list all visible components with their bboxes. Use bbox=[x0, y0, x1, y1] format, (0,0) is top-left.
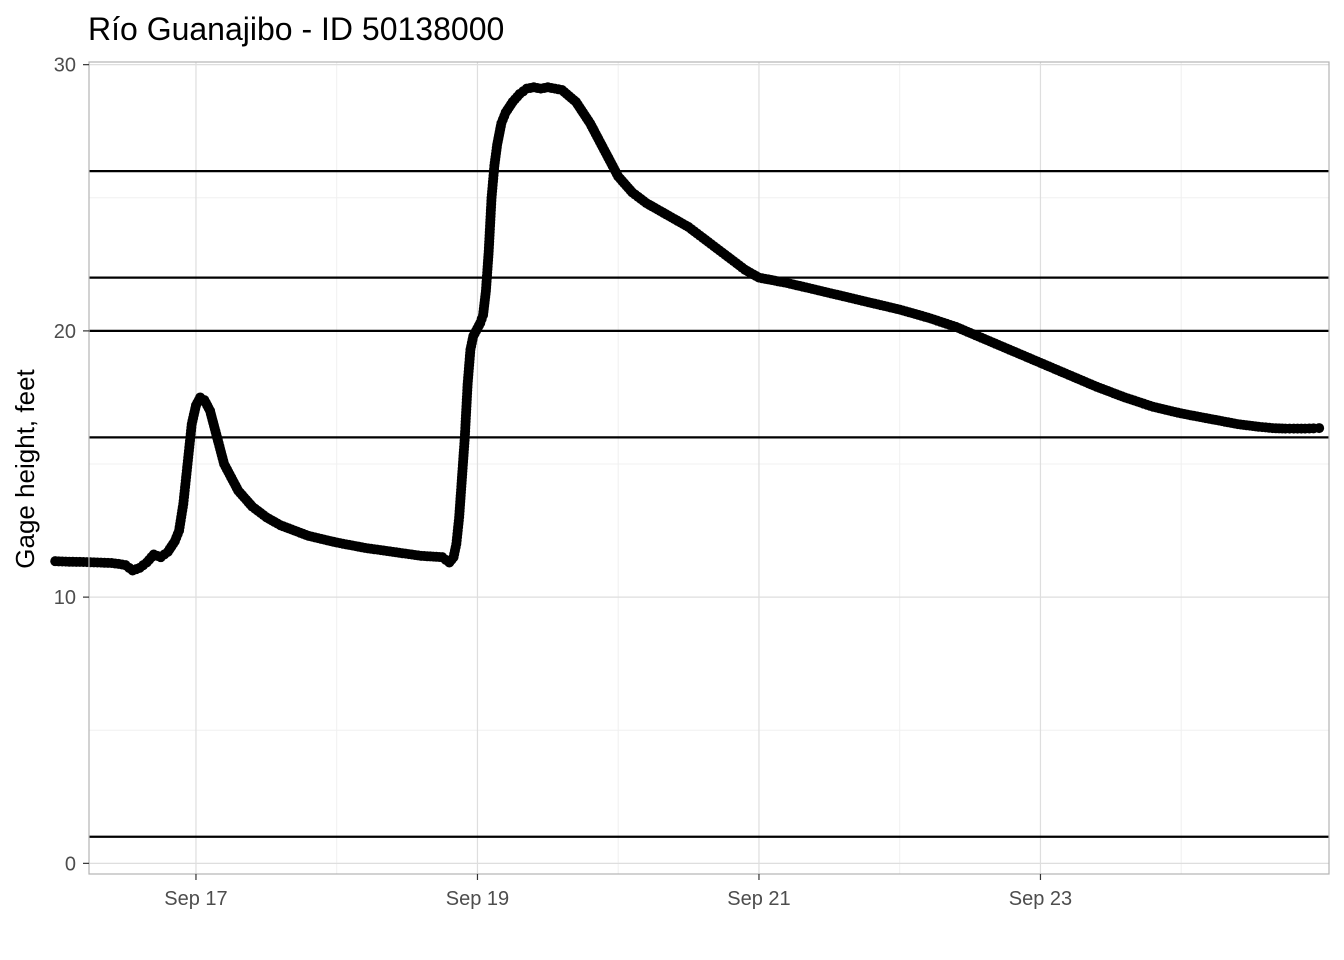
chart-title: Río Guanajibo - ID 50138000 bbox=[88, 11, 504, 47]
x-tick-label: Sep 21 bbox=[727, 888, 790, 910]
y-tick-label: 10 bbox=[54, 587, 76, 609]
grid-lines bbox=[89, 62, 1329, 874]
y-axis-title: Gage height, feet bbox=[10, 368, 40, 568]
y-tick-label: 0 bbox=[65, 853, 76, 875]
y-tick-label: 30 bbox=[54, 55, 76, 77]
data-points bbox=[50, 82, 1325, 576]
data-point bbox=[1314, 423, 1325, 434]
x-tick-label: Sep 19 bbox=[446, 888, 509, 910]
x-tick-label: Sep 17 bbox=[164, 888, 227, 910]
x-tick-label: Sep 23 bbox=[1009, 888, 1072, 910]
y-tick-label: 20 bbox=[54, 321, 76, 343]
reference-lines bbox=[89, 170, 1329, 838]
axis-ticks: Sep 17 Sep 19 Sep 21 Sep 23 0 10 20 30 bbox=[54, 55, 1072, 910]
plot-panel-border bbox=[88, 61, 1330, 875]
